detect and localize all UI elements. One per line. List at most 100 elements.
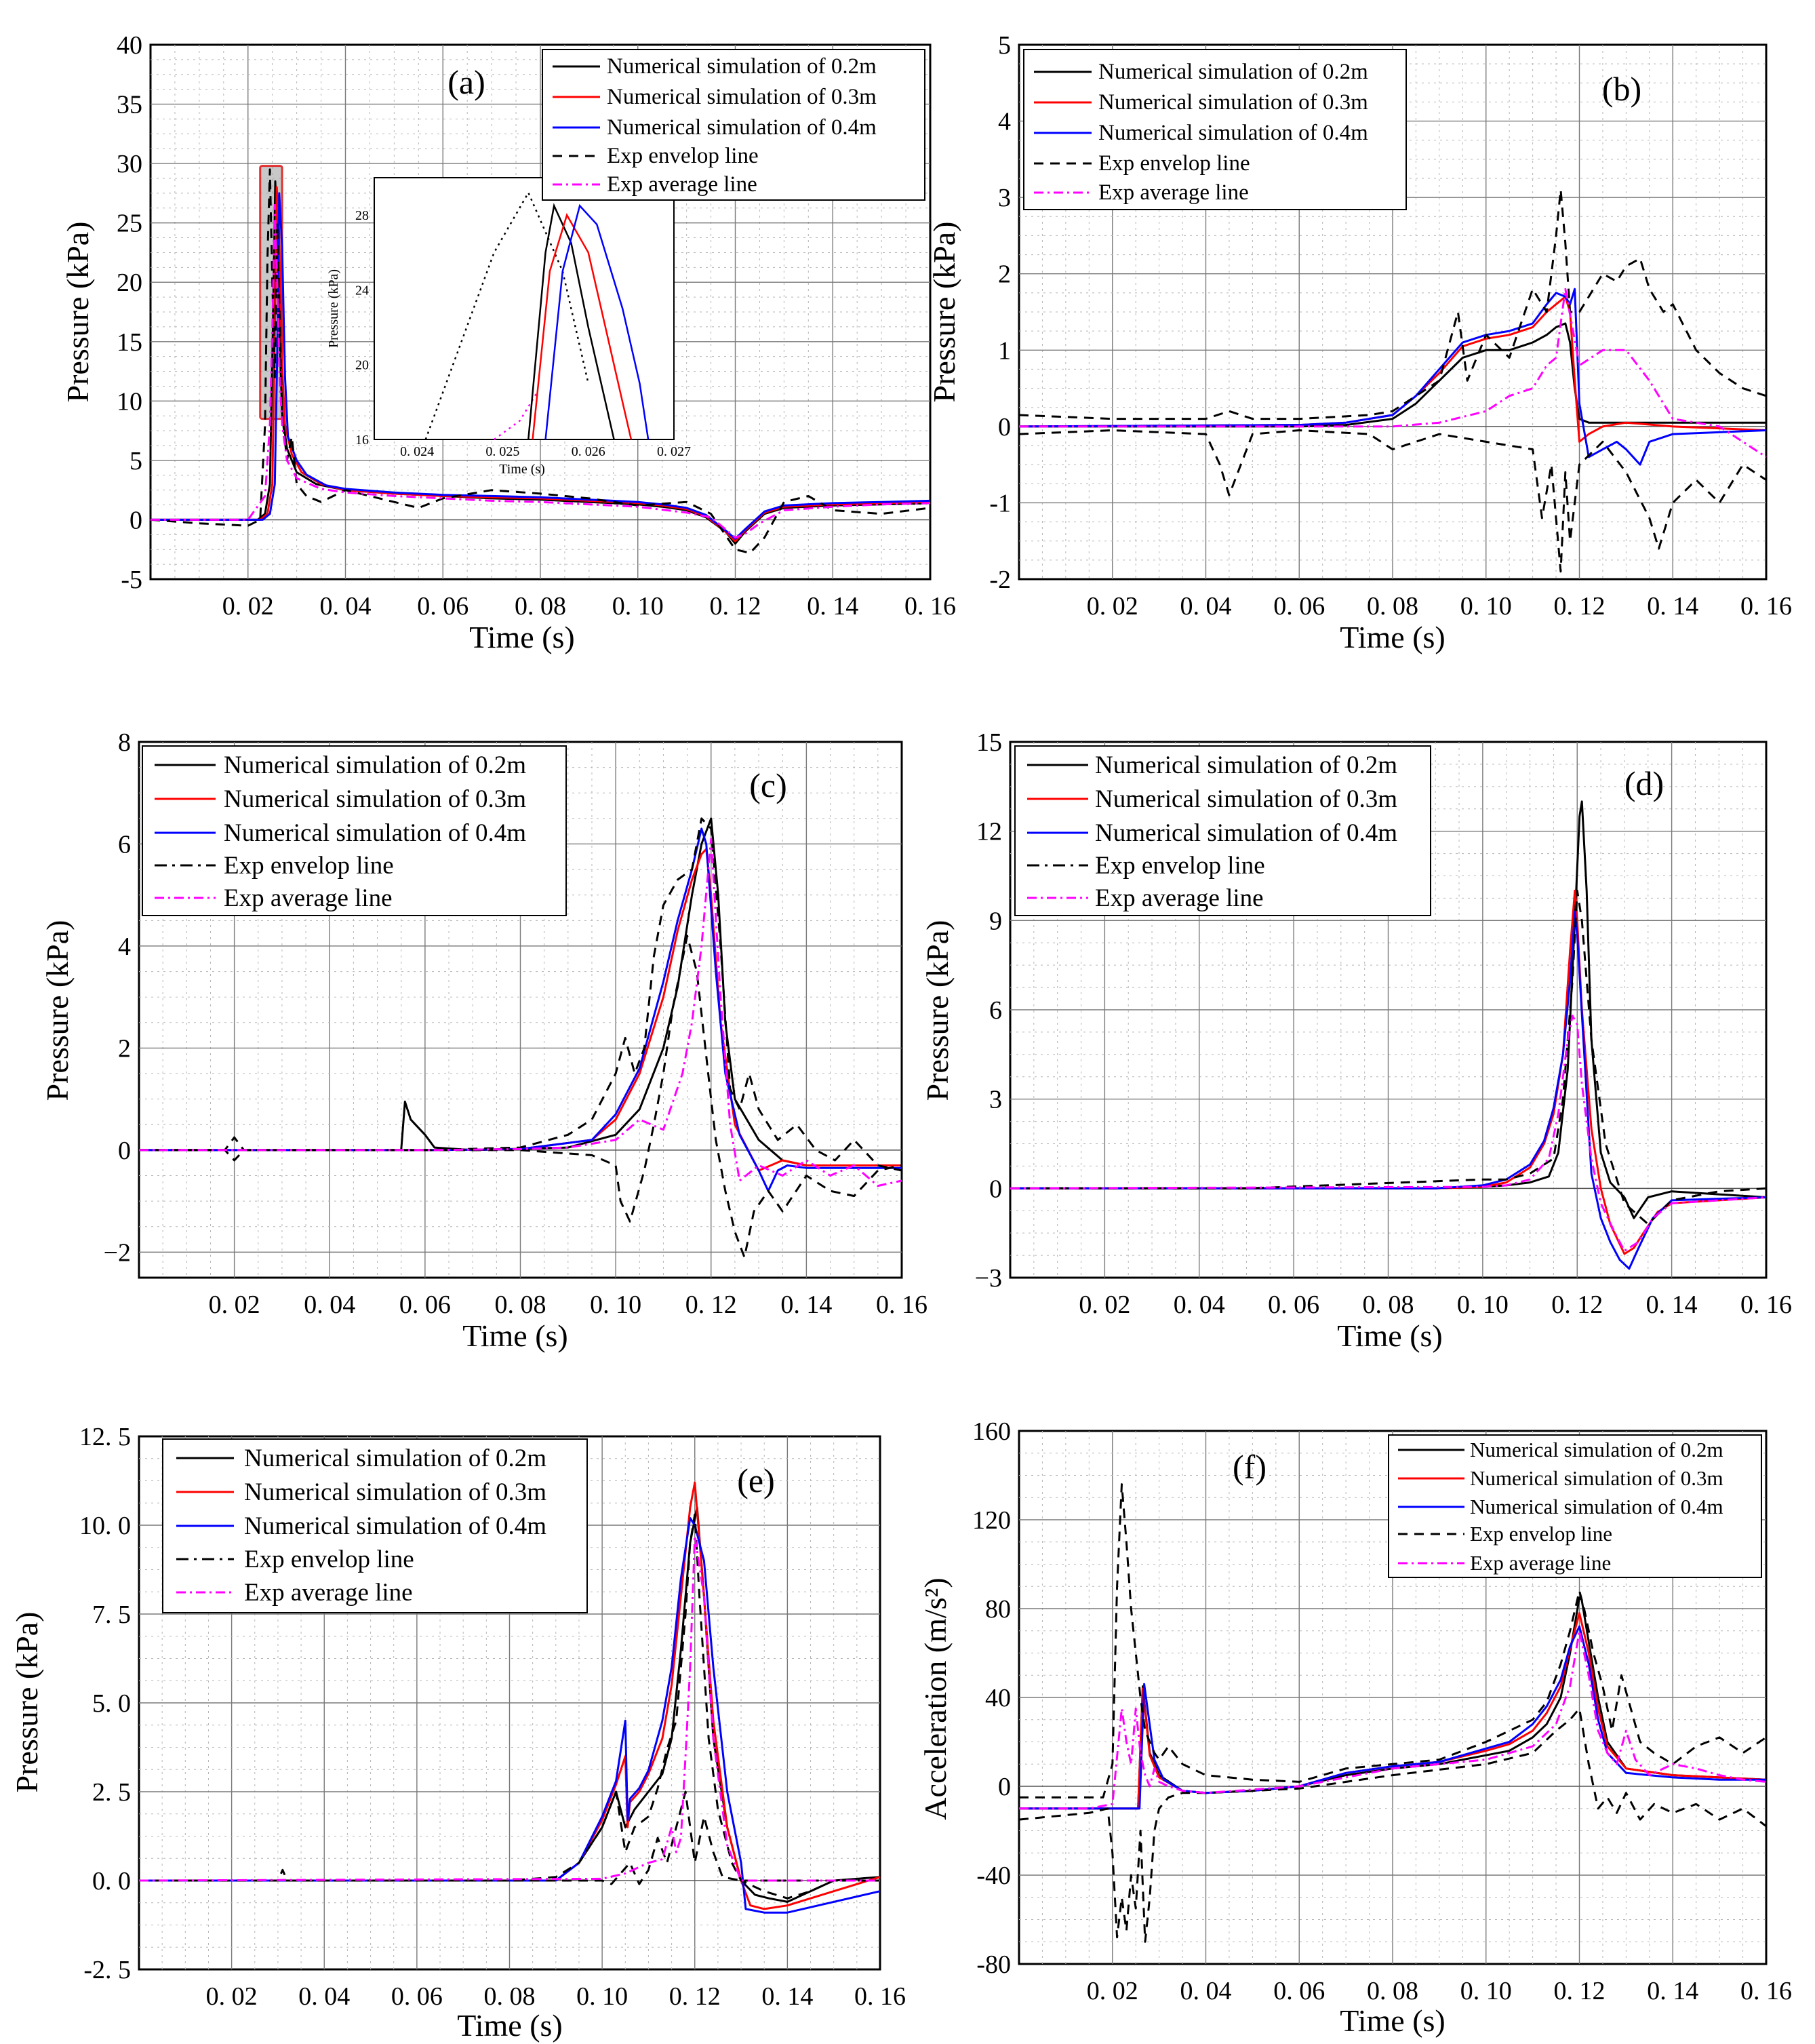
inset-series-line-sim02 <box>527 203 615 440</box>
x-tick-labels-c: 0. 02 0. 04 0. 06 0. 08 0. 10 0. 12 0. 14 0. 16 <box>209 1291 928 1319</box>
inset-x-tick-label: 0. 024 <box>400 444 434 459</box>
legend-e: Numerical simulation of 0.2m Numerical s… <box>162 1438 588 1613</box>
series-line-sim03 <box>139 1481 881 1910</box>
series-line-sim04 <box>1019 1625 1766 1810</box>
series-line-sim04 <box>151 192 931 540</box>
series-line-env <box>1018 189 1767 420</box>
series-line-avg <box>138 1535 880 1882</box>
inset-x-tick-label: 0. 027 <box>657 444 691 459</box>
inset-frame-a <box>374 177 675 440</box>
series-layer-c <box>139 817 902 1259</box>
x-tick-label: 0. 16 <box>1740 1977 1792 2005</box>
legend-label-sim04-e: Numerical simulation of 0.4m <box>244 1512 546 1540</box>
legend-label-sim02-b: Numerical simulation of 0.2m <box>1098 60 1368 84</box>
x-tick-label: 0. 02 <box>206 1982 258 2011</box>
y-tick-label: 30 <box>117 150 142 178</box>
x-tick-label: 0. 14 <box>761 1982 813 2011</box>
legend-label-env-a: Exp envelop line <box>607 144 759 168</box>
x-tick-label: 0. 14 <box>780 1291 832 1319</box>
x-tick-label: 0. 12 <box>710 592 761 621</box>
y-tick-label: 0 <box>118 1137 131 1165</box>
y-tick-label: 4 <box>118 932 131 961</box>
y-tick-label: 35 <box>117 91 142 119</box>
y-tick-label: 0. 0 <box>92 1867 131 1895</box>
y-tick-label: 4 <box>998 108 1011 136</box>
y-tick-label: 0 <box>129 506 142 534</box>
y-tick-label: -5 <box>121 566 142 594</box>
x-tick-label: 0. 16 <box>876 1291 928 1319</box>
legend-label-sim03-f: Numerical simulation of 0.3m <box>1470 1466 1723 1490</box>
x-axis-title-a: Time (s) <box>469 620 575 654</box>
series-layer-b <box>1018 189 1767 573</box>
y-tick-label: 6 <box>989 996 1002 1025</box>
inset-series-line-env <box>424 191 589 440</box>
legend-label-sim03-e: Numerical simulation of 0.3m <box>244 1478 546 1506</box>
x-tick-label: 0. 04 <box>1174 1291 1225 1319</box>
y-tick-label: 6 <box>118 830 131 859</box>
x-tick-label: 0. 06 <box>399 1291 451 1319</box>
series-layer-f <box>1018 1483 1767 1943</box>
y-tick-label: 0 <box>989 1175 1002 1203</box>
legend-label-sim03-c: Numerical simulation of 0.3m <box>224 785 526 813</box>
x-tick-label: 0. 04 <box>1180 592 1232 621</box>
y-tick-label: -2 <box>989 566 1011 594</box>
series-line-sim04 <box>1010 910 1767 1270</box>
y-tick-labels-e: -2. 5 0. 0 2. 5 5. 0 7. 5 10. 0 12. 5 <box>79 1423 131 1984</box>
x-tick-label: 0. 06 <box>391 1982 443 2011</box>
x-tick-label: 0. 08 <box>495 1291 546 1319</box>
x-tick-label: 0. 04 <box>320 592 372 621</box>
legend-label-avg-e: Exp average line <box>244 1579 413 1607</box>
x-tick-label: 0. 12 <box>1554 592 1605 621</box>
series-line-avg <box>139 838 902 1187</box>
x-tick-label: 0. 08 <box>1367 1977 1418 2005</box>
legend-label-sim04-d: Numerical simulation of 0.4m <box>1095 819 1397 847</box>
x-tick-label: 0. 10 <box>590 1291 641 1319</box>
y-tick-label: 40 <box>985 1684 1011 1712</box>
legend-label-sim02-f: Numerical simulation of 0.2m <box>1470 1438 1723 1461</box>
series-layer-a <box>150 168 931 554</box>
x-tick-label: 0. 04 <box>1180 1977 1232 2005</box>
y-tick-label: 15 <box>976 728 1002 757</box>
legend-b: Numerical simulation of 0.2m Numerical s… <box>1023 49 1407 210</box>
y-tick-label: 1 <box>998 336 1011 365</box>
y-tick-labels-c: −2 0 2 4 6 8 <box>104 728 131 1267</box>
x-tick-label: 0. 02 <box>1087 592 1138 621</box>
x-tick-label: 0. 12 <box>1551 1291 1603 1319</box>
inset-x-tick-labels-a: 0. 024 0. 025 0. 026 0. 027 <box>400 444 691 459</box>
x-tick-labels-b: 0. 02 0. 04 0. 06 0. 08 0. 10 0. 12 0. 14 0. 16 <box>1087 592 1792 621</box>
legend-label-env-b: Exp envelop line <box>1098 151 1250 176</box>
inset-series-line-avg <box>494 392 538 441</box>
series-line-env <box>1018 1707 1767 1943</box>
y-tick-label: 10 <box>117 387 142 416</box>
y-tick-label: 120 <box>972 1506 1011 1535</box>
legend-label-env-f: Exp envelop line <box>1470 1522 1612 1546</box>
series-line-sim04 <box>139 1517 881 1914</box>
inset-y-tick-labels-a: 16 20 24 28 <box>355 208 369 448</box>
legend-label-sim04-b: Numerical simulation of 0.4m <box>1098 121 1368 145</box>
x-tick-label: 0. 14 <box>1647 1977 1698 2005</box>
series-line-env <box>150 168 931 554</box>
x-axis-title-c: Time (s) <box>462 1318 568 1353</box>
legend-label-sim02-a: Numerical simulation of 0.2m <box>607 54 877 79</box>
legend-label-avg-f: Exp average line <box>1470 1551 1611 1575</box>
y-tick-labels-a: -5 0 5 10 15 20 25 30 35 40 <box>117 31 142 594</box>
y-tick-label: 2. 5 <box>92 1778 131 1807</box>
x-tick-label: 0. 16 <box>854 1982 906 2011</box>
y-tick-label: 5 <box>129 447 142 475</box>
x-tick-label: 0. 02 <box>1087 1977 1138 2005</box>
x-tick-label: 0. 14 <box>1646 1291 1698 1319</box>
series-line-avg <box>1010 1015 1767 1252</box>
inset-y-axis-title-a: Pressure (kPa) <box>326 269 341 348</box>
y-tick-label: 25 <box>117 210 142 238</box>
legend-label-avg-b: Exp average line <box>1098 180 1249 205</box>
y-axis-title-c: Pressure (kPa) <box>40 920 75 1101</box>
y-tick-label: 40 <box>117 31 142 60</box>
y-tick-label: 0 <box>998 1773 1011 1801</box>
legend-box-c <box>142 745 567 916</box>
panel-b: -2 -1 0 1 2 3 4 5 0. 02 0. 04 0. 06 0. 08 0. 10 0. 1… <box>927 31 1792 654</box>
legend-box-d <box>1014 745 1431 916</box>
panel-tag-b: (b) <box>1602 70 1641 108</box>
x-tick-label: 0. 16 <box>1740 592 1792 621</box>
x-tick-label: 0. 10 <box>1460 1977 1512 2005</box>
